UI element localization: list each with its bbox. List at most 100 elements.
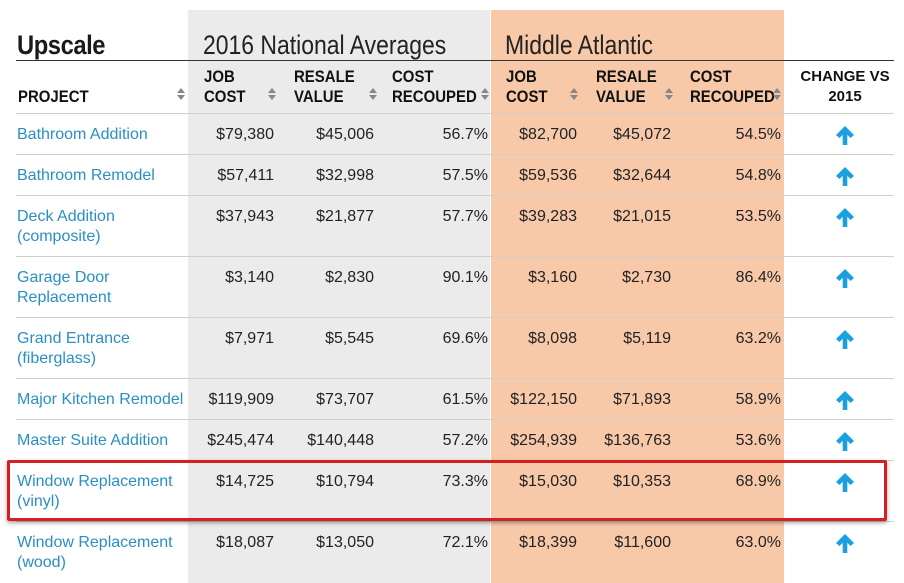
reg-job-cost-cell: $122,150 [510,391,577,408]
nat-resale-value-cell: $5,545 [325,330,374,347]
reg-job-cost-cell: $82,700 [519,126,577,143]
nat-job-cost-cell: $3,140 [225,269,274,286]
arrow-up-icon [836,167,854,186]
reg-resale-value-cell: $11,600 [614,534,671,551]
table-title: Upscale [17,30,106,60]
project-link[interactable]: Window Replacement (wood) [17,534,173,571]
reg-job-cost-cell: $18,399 [519,534,577,551]
nat-job-cost-cell: $79,380 [216,126,274,143]
arrow-up-icon [836,330,854,349]
nat-resale-value-cell: $21,877 [316,208,374,225]
nat-job-cost-cell: $18,087 [216,534,274,551]
sort-reg-cost-recouped-icon[interactable] [773,88,781,100]
project-link[interactable]: Bathroom Addition [17,126,148,143]
nat-resale-value-cell: $73,707 [316,391,374,408]
project-link[interactable]: Master Suite Addition [17,432,169,449]
column-header-reg-cost-recouped[interactable]: COST RECOUPED [690,67,775,106]
middle-atlantic-column-bg [491,10,784,583]
project-link[interactable]: Garage Door Replacement [17,269,112,306]
nat-cost-recouped-cell: 57.5% [442,167,488,184]
column-header-reg-resale-value[interactable]: RESALE VALUE [596,67,657,106]
nat-cost-recouped-cell: 56.7% [442,126,488,143]
highlight-box [7,460,887,521]
column-header-nat-job-cost[interactable]: JOB COST [204,67,246,106]
project-link[interactable]: Deck Addition (composite) [17,208,115,245]
reg-resale-value-cell: $10,353 [613,473,671,490]
column-header-change-vs-2015: CHANGE VS 2015 [800,68,890,105]
project-link[interactable]: Window Replacement (vinyl) [17,473,173,510]
table-row: Window Replacement (wood) $18,087 $13,050 7… [16,521,894,571]
nat-job-cost-cell: $119,909 [208,391,274,408]
table-row: Bathroom Addition $79,380 $45,006 56.7% $82,… [16,113,894,145]
reg-resale-value-cell: $2,730 [622,269,671,286]
table-row: Bathroom Remodel $57,411 $32,998 57.5% $59,5… [16,154,894,186]
nat-resale-value-cell: $2,830 [325,269,374,286]
arrow-up-icon [836,432,854,451]
project-link[interactable]: Grand Entrance (fiberglass) [17,330,130,367]
nat-cost-recouped-cell: 73.3% [442,473,488,490]
table-row: Grand Entrance (fiberglass) $7,971 $5,545 6… [16,317,894,367]
column-header-reg-job-cost[interactable]: JOB COST [506,67,548,106]
arrow-up-icon [836,269,854,288]
reg-cost-recouped-cell: 58.9% [735,391,781,408]
national-averages-heading: 2016 National Averages [203,30,447,60]
sort-project-icon[interactable] [177,88,185,100]
table-row: Master Suite Addition $245,474 $140,448 57.… [16,419,894,451]
reg-cost-recouped-cell: 54.5% [735,126,781,143]
reg-job-cost-cell: $59,536 [519,167,577,184]
nat-cost-recouped-cell: 72.1% [442,534,488,551]
sort-nat-job-cost-icon[interactable] [268,88,276,100]
sort-reg-resale-value-icon[interactable] [665,88,673,100]
nat-cost-recouped-cell: 61.5% [442,391,488,408]
project-link[interactable]: Major Kitchen Remodel [17,391,184,408]
reg-resale-value-cell: $136,763 [604,432,671,449]
nat-job-cost-cell: $7,971 [225,330,274,347]
nat-resale-value-cell: $140,448 [307,432,374,449]
arrow-up-icon [836,473,854,492]
reg-cost-recouped-cell: 63.0% [735,534,781,551]
reg-job-cost-cell: $39,283 [519,208,577,225]
reg-job-cost-cell: $254,939 [510,432,577,449]
reg-resale-value-cell: $32,644 [613,167,671,184]
nat-job-cost-cell: $57,411 [217,167,274,184]
arrow-up-icon [836,208,854,227]
nat-resale-value-cell: $45,006 [316,126,374,143]
nat-cost-recouped-cell: 90.1% [442,269,488,286]
arrow-up-icon [836,534,854,553]
reg-cost-recouped-cell: 86.4% [735,269,781,286]
project-link[interactable]: Bathroom Remodel [17,167,155,184]
reg-job-cost-cell: $3,160 [528,269,577,286]
nat-cost-recouped-cell: 57.2% [442,432,488,449]
reg-resale-value-cell: $21,015 [613,208,671,225]
reg-cost-recouped-cell: 68.9% [735,473,781,490]
arrow-up-icon [836,126,854,145]
reg-resale-value-cell: $71,893 [613,391,671,408]
nat-resale-value-cell: $10,794 [316,473,374,490]
nat-cost-recouped-cell: 57.7% [442,208,488,225]
reg-resale-value-cell: $5,119 [623,330,671,347]
sort-nat-cost-recouped-icon[interactable] [481,88,489,100]
reg-cost-recouped-cell: 53.6% [735,432,781,449]
table-row: Garage Door Replacement $3,140 $2,830 90.1%… [16,256,894,306]
reg-cost-recouped-cell: 53.5% [735,208,781,225]
middle-atlantic-heading: Middle Atlantic [505,30,653,60]
column-header-project[interactable]: PROJECT [18,87,89,106]
column-header-nat-resale-value[interactable]: RESALE VALUE [294,67,355,106]
table-row: Major Kitchen Remodel $119,909 $73,707 61.5… [16,378,894,410]
nat-resale-value-cell: $13,050 [316,534,374,551]
reg-job-cost-cell: $15,030 [519,473,577,490]
reg-cost-recouped-cell: 63.2% [735,330,781,347]
column-header-nat-cost-recouped[interactable]: COST RECOUPED [392,67,477,106]
reg-cost-recouped-cell: 54.8% [735,167,781,184]
arrow-up-icon [836,391,854,410]
national-averages-column-bg [188,10,490,583]
sort-reg-job-cost-icon[interactable] [570,88,578,100]
reg-job-cost-cell: $8,098 [528,330,577,347]
nat-job-cost-cell: $245,474 [207,432,274,449]
nat-job-cost-cell: $37,943 [216,208,274,225]
sort-nat-resale-value-icon[interactable] [369,88,377,100]
reg-resale-value-cell: $45,072 [613,126,671,143]
header-divider [16,60,894,61]
nat-job-cost-cell: $14,725 [216,473,274,490]
nat-cost-recouped-cell: 69.6% [442,330,488,347]
